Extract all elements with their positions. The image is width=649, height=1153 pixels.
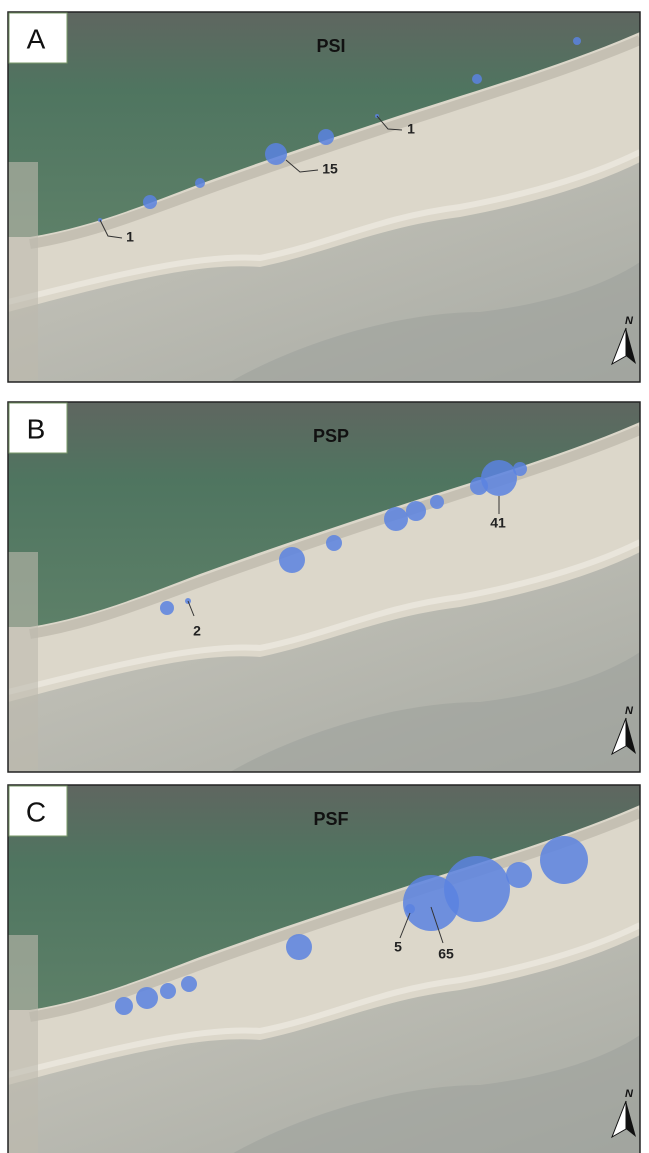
bubble bbox=[506, 862, 532, 888]
bubble bbox=[279, 547, 305, 573]
panel-title: PSP bbox=[313, 426, 349, 446]
bubble bbox=[326, 535, 342, 551]
panel-letter: B bbox=[27, 413, 46, 444]
bubble bbox=[318, 129, 334, 145]
bubble bbox=[406, 501, 426, 521]
panel-letter: C bbox=[26, 796, 46, 827]
count-label: 1 bbox=[407, 121, 415, 137]
bubble bbox=[286, 934, 312, 960]
bubble bbox=[160, 983, 176, 999]
bubble bbox=[573, 37, 581, 45]
figure: 1 15 1 A PSI N 41 2 B PSP N 5 65 C PSF N bbox=[0, 0, 649, 1153]
north-label: N bbox=[625, 1088, 634, 1100]
road bbox=[8, 552, 38, 772]
count-label: 2 bbox=[193, 623, 201, 639]
bubble bbox=[136, 987, 158, 1009]
map-panel: 5 65 C PSF N bbox=[8, 785, 640, 1153]
bubble bbox=[513, 462, 527, 476]
imagery bbox=[8, 402, 640, 772]
count-label: 65 bbox=[438, 946, 454, 962]
bubble bbox=[160, 601, 174, 615]
panel-title: PSI bbox=[316, 36, 345, 56]
bubble bbox=[472, 74, 482, 84]
bubble bbox=[540, 836, 588, 884]
road bbox=[8, 935, 38, 1153]
bubble bbox=[195, 178, 205, 188]
panel-title: PSF bbox=[313, 809, 348, 829]
count-label: 15 bbox=[322, 161, 338, 177]
map-panel: 41 2 B PSP N bbox=[8, 402, 640, 772]
count-label: 1 bbox=[126, 229, 134, 245]
bubble bbox=[143, 195, 157, 209]
count-label: 5 bbox=[394, 939, 402, 955]
count-label: 41 bbox=[490, 515, 506, 531]
bubble bbox=[115, 997, 133, 1015]
panel-letter: A bbox=[27, 23, 46, 54]
bubble bbox=[403, 875, 459, 931]
north-label: N bbox=[625, 315, 634, 327]
bubble bbox=[181, 976, 197, 992]
bubble bbox=[430, 495, 444, 509]
bubble bbox=[405, 904, 415, 914]
imagery bbox=[8, 785, 640, 1153]
bubble bbox=[265, 143, 287, 165]
map-panel: 1 15 1 A PSI N bbox=[8, 12, 640, 382]
road bbox=[8, 162, 38, 382]
imagery bbox=[8, 12, 640, 382]
bubble bbox=[470, 477, 488, 495]
north-label: N bbox=[625, 705, 634, 717]
bubble bbox=[384, 507, 408, 531]
